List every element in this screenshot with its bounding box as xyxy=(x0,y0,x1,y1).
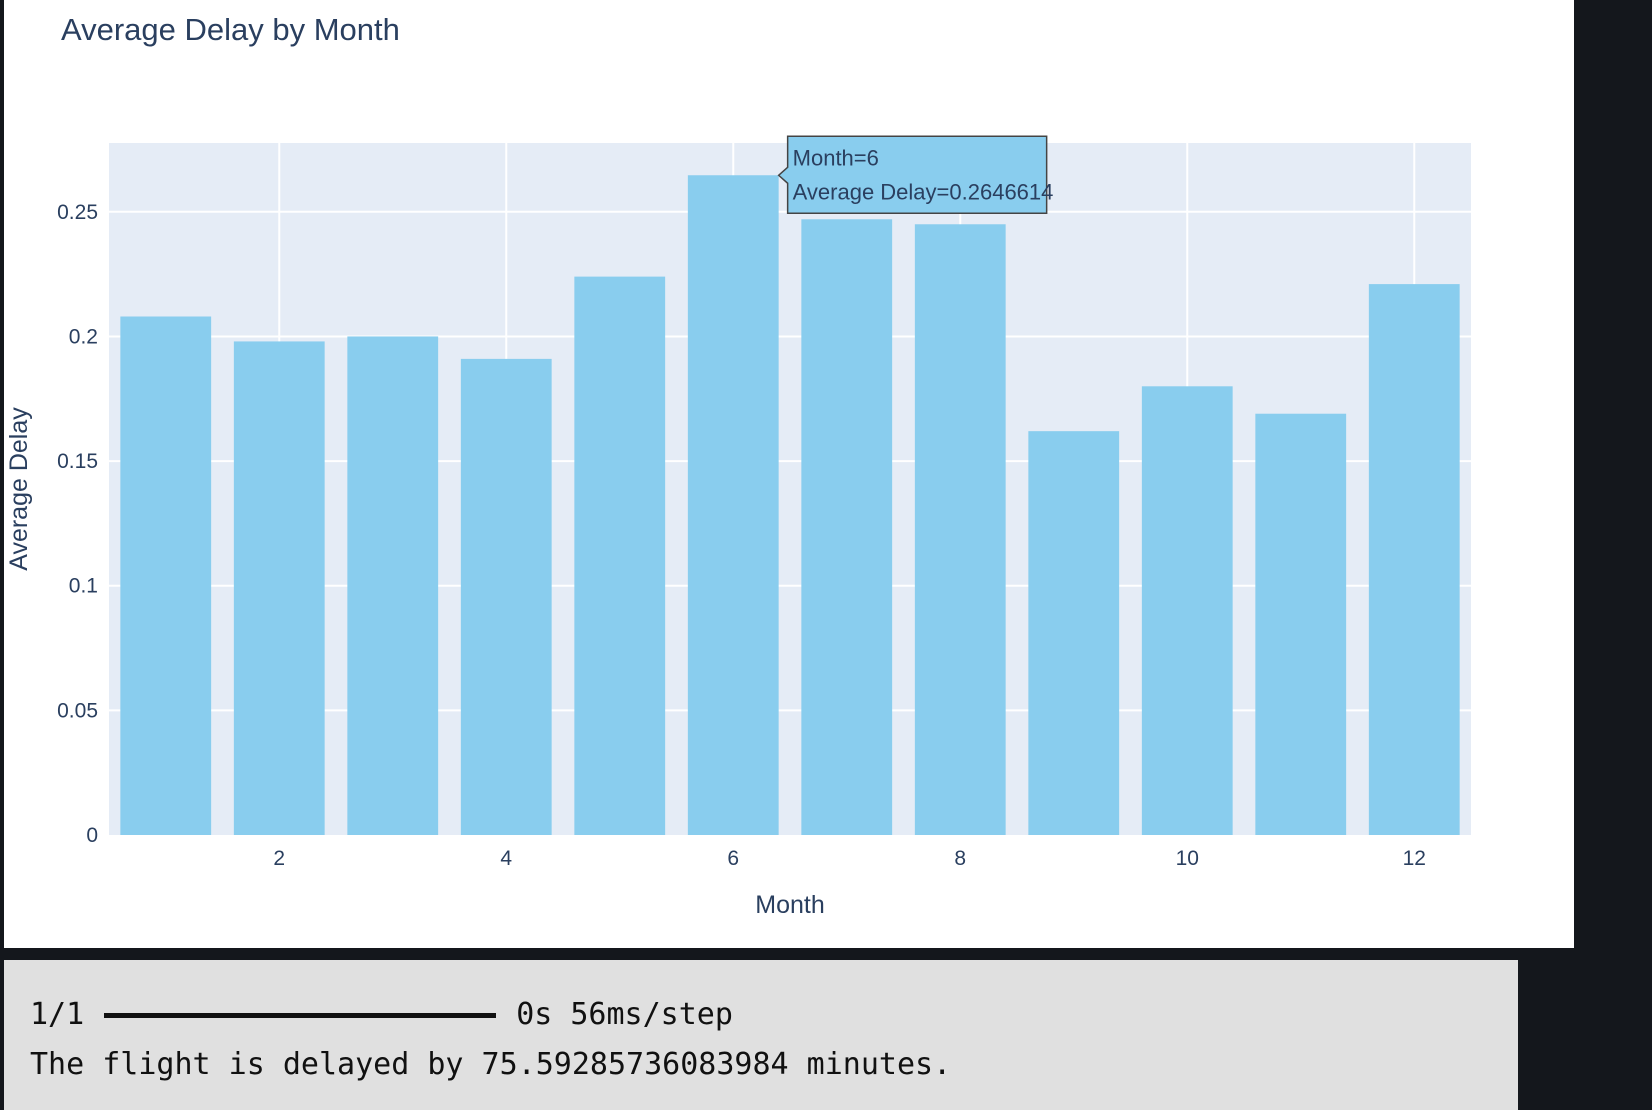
y-tick-label: 0.2 xyxy=(69,325,98,348)
tooltip-box xyxy=(777,135,1048,215)
bar-month-9[interactable] xyxy=(1028,431,1120,835)
hover-tooltip: Month=6 Average Delay=0.2646614 xyxy=(777,135,1054,215)
bars xyxy=(120,175,1460,836)
plot-area xyxy=(109,143,1471,835)
progress-bar xyxy=(104,1012,497,1018)
x-tick-label: 2 xyxy=(273,847,285,870)
x-axis-ticks: 2 4 6 8 10 12 xyxy=(273,847,1426,870)
y-tick-label: 0.15 xyxy=(57,450,98,473)
progress-line: 1/1 0s 56ms/step xyxy=(30,990,1518,1040)
bar-month-5[interactable] xyxy=(574,276,666,835)
x-tick-label: 6 xyxy=(727,847,739,870)
bar-month-6[interactable] xyxy=(687,175,779,835)
bar-month-1[interactable] xyxy=(120,316,212,836)
y-tick-label: 0.1 xyxy=(69,575,98,598)
bar-chart: Average Delay by Month 0 0.05 0.1 0.15 0.2 0.… xyxy=(5,12,1471,919)
bar-month-12[interactable] xyxy=(1368,284,1460,835)
bar-month-3[interactable] xyxy=(347,336,439,835)
bar-month-4[interactable] xyxy=(460,358,552,835)
progress-timing: 0s 56ms/step xyxy=(516,997,733,1032)
y-tick-label: 0.05 xyxy=(57,699,98,722)
x-tick-label: 8 xyxy=(954,847,966,870)
y-tick-label: 0.25 xyxy=(57,201,98,224)
bar-month-8[interactable] xyxy=(914,224,1006,835)
progress-step: 1/1 xyxy=(30,997,85,1032)
y-axis-title: Average Delay xyxy=(5,407,33,571)
chart-figure: Average Delay by Month 0 0.05 0.1 0.15 0.2 0.… xyxy=(4,0,1574,948)
y-axis-ticks: 0 0.05 0.1 0.15 0.2 0.25 xyxy=(57,201,98,847)
result-line: The flight is delayed by 75.592857360839… xyxy=(30,1047,952,1082)
bar-month-10[interactable] xyxy=(1141,386,1233,835)
tooltip-value: Average Delay=0.2646614 xyxy=(793,179,1054,204)
cell-output: 1/1 0s 56ms/step The flight is delayed b… xyxy=(4,960,1518,1110)
bar-month-7[interactable] xyxy=(801,219,893,835)
x-tick-label: 4 xyxy=(500,847,512,870)
x-tick-label: 12 xyxy=(1403,847,1426,870)
x-tick-label: 10 xyxy=(1176,847,1199,870)
x-axis-title: Month xyxy=(755,891,824,919)
y-tick-label: 0 xyxy=(86,824,98,847)
bar-month-11[interactable] xyxy=(1255,413,1347,835)
tooltip-month: Month=6 xyxy=(793,145,879,170)
bar-month-2[interactable] xyxy=(233,341,325,835)
chart-title: Average Delay by Month xyxy=(61,12,400,47)
